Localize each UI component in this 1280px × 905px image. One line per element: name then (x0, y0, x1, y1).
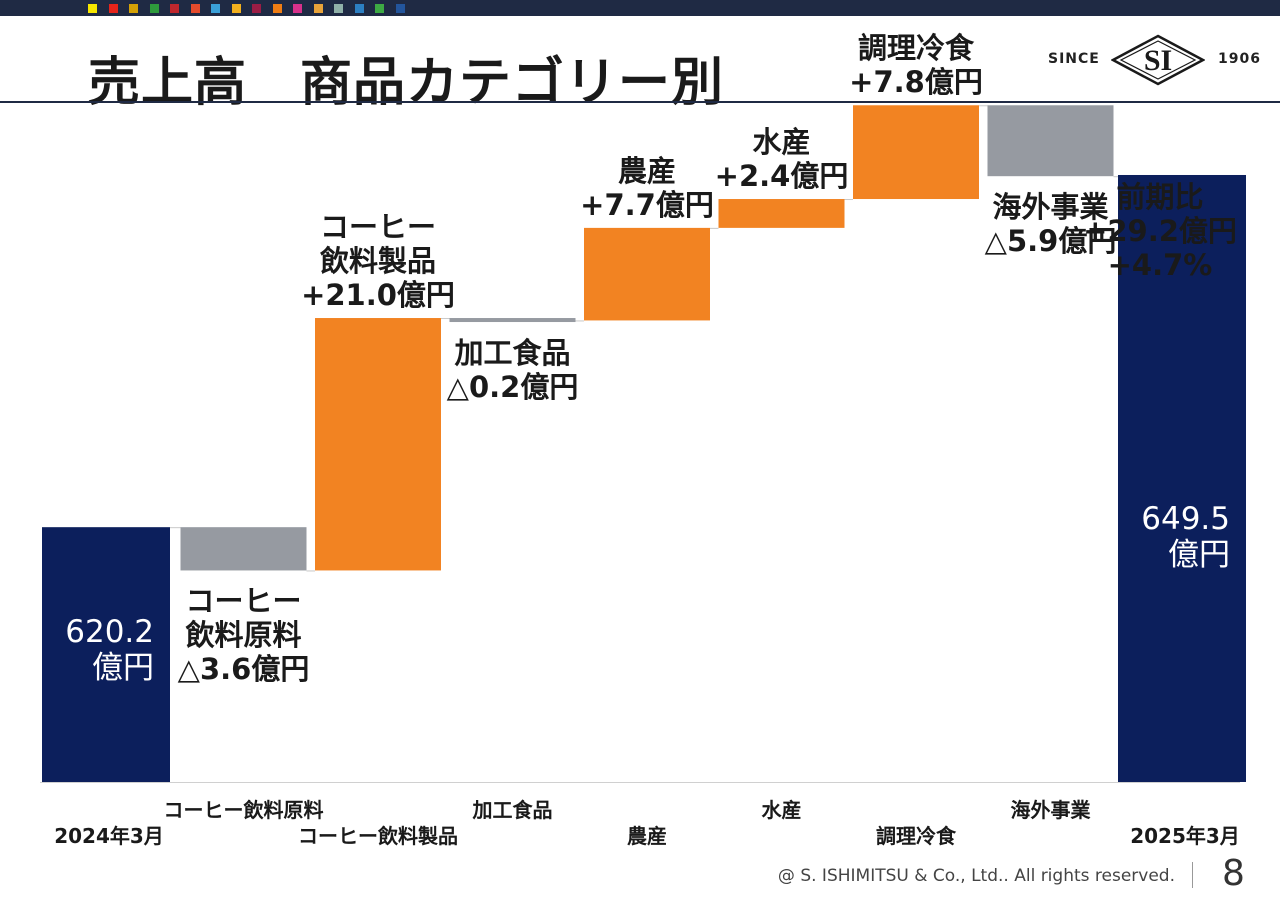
waterfall-bar-4 (449, 318, 576, 323)
waterfall-bar-8 (987, 105, 1114, 177)
color-swatch (293, 4, 302, 13)
waterfall-bar-1 (42, 527, 170, 782)
bar-value-label-6-line: +2.4億円 (714, 159, 849, 194)
bar-value-label-3-line: +21.0億円 (301, 278, 455, 313)
waterfall-bar-6 (718, 199, 845, 228)
bar-value-label-6: 水産 +2.4億円 (715, 125, 849, 193)
yoy-annotation-line: +29.2億円 (1083, 214, 1237, 248)
bar-value-label-1: 620.2 億円 (46, 614, 154, 686)
waterfall-bar-5 (584, 227, 710, 321)
color-swatch (211, 4, 220, 13)
page-title: 売上高 商品カテゴリー別 (88, 53, 725, 113)
bar-value-label-7-line: +7.8億円 (849, 65, 983, 100)
color-swatch (334, 4, 343, 13)
bar-value-label-2-line: △3.6億円 (177, 652, 310, 687)
bar-value-label-9: 649.5 億円 (1122, 501, 1230, 573)
bar-value-label-7: 調理冷食 +7.8億円 (849, 31, 983, 99)
yoy-annotation-line: +4.7% (1107, 248, 1213, 282)
top-color-bar (0, 0, 1280, 16)
bar-value-label-3-line: コーヒー (319, 210, 437, 245)
color-swatch (108, 4, 118, 13)
color-swatch (149, 4, 159, 13)
bar-value-label-5-line: +7.7億円 (580, 187, 714, 222)
waterfall-bar-2 (180, 527, 307, 571)
logo-year: 1906 (1218, 51, 1261, 67)
bar-value-label-6-line: 水産 (752, 125, 811, 160)
color-swatch (416, 4, 425, 13)
bar-value-label-2-line: コーヒー (185, 584, 302, 619)
waterfall-bar-3 (315, 318, 441, 571)
bar-value-label-5: 農産 +7.7億円 (580, 154, 714, 222)
category-label-1: 2024年3月 (54, 824, 164, 848)
category-label-8: 海外事業 (1010, 798, 1091, 822)
yoy-annotation: 前期比 +29.2億円 +4.7% (1083, 180, 1237, 282)
color-swatch (252, 4, 261, 13)
bar-value-label-8-line: △5.9億円 (984, 224, 1117, 259)
logo-since: SINCE (1048, 51, 1100, 67)
color-swatch (272, 4, 282, 13)
bar-value-label-1-line: 620.2 (65, 614, 154, 650)
company-logo: SINCE SI 1906 (1048, 34, 1261, 86)
category-label-9: 2025年3月 (1130, 824, 1240, 848)
bar-value-label-8-line: 海外事業 (992, 190, 1109, 225)
copyright-text: @ S. ISHIMITSU & Co., Ltd.. All rights r… (777, 866, 1175, 886)
page-number: 8 (1222, 853, 1245, 894)
bar-value-label-7-line: 調理冷食 (857, 31, 974, 66)
category-label-3: コーヒー飲料製品 (298, 824, 458, 848)
category-label-7: 調理冷食 (876, 824, 956, 848)
title-divider (0, 101, 1280, 103)
category-label-5: 農産 (627, 824, 667, 848)
footer-divider (1192, 862, 1193, 888)
bar-value-label-2: コーヒー 飲料原料 △3.6億円 (178, 584, 310, 686)
category-label-6: 水産 (761, 798, 802, 822)
bar-value-label-4: 加工食品 △0.2億円 (447, 336, 579, 404)
color-swatch (313, 4, 323, 13)
logo-diamond-icon: SI (1111, 34, 1205, 86)
color-swatch (354, 4, 364, 13)
bar-value-label-4-line: △0.2億円 (446, 370, 579, 405)
bar-value-label-9-line: 億円 (1168, 537, 1230, 573)
color-swatch (231, 4, 241, 13)
waterfall-bar-9 (1118, 174, 1246, 783)
color-swatch (190, 4, 200, 13)
color-swatch (375, 4, 384, 13)
bar-value-label-2-line: 飲料原料 (185, 618, 302, 653)
bar-value-label-9-line: 649.5 (1141, 501, 1230, 537)
bar-value-label-3: コーヒー 飲料製品 +21.0億円 (301, 210, 455, 312)
color-swatch (170, 4, 179, 13)
bar-value-label-4-line: 加工食品 (454, 336, 571, 371)
bar-value-label-1-line: 億円 (92, 650, 154, 686)
bar-value-label-8: 海外事業 △5.9億円 (985, 190, 1117, 258)
bar-value-label-5-line: 農産 (617, 153, 676, 188)
category-label-4: 加工食品 (472, 798, 553, 822)
category-label-2: コーヒー飲料原料 (163, 798, 324, 822)
color-swatch (88, 4, 97, 13)
yoy-annotation-line: 前期比 (1116, 180, 1204, 214)
bar-value-label-3-line: 飲料製品 (319, 244, 437, 279)
logo-mark-text: SI (1144, 44, 1172, 77)
color-swatch (129, 4, 138, 13)
waterfall-bar-7 (853, 105, 979, 200)
color-swatch (395, 4, 405, 13)
